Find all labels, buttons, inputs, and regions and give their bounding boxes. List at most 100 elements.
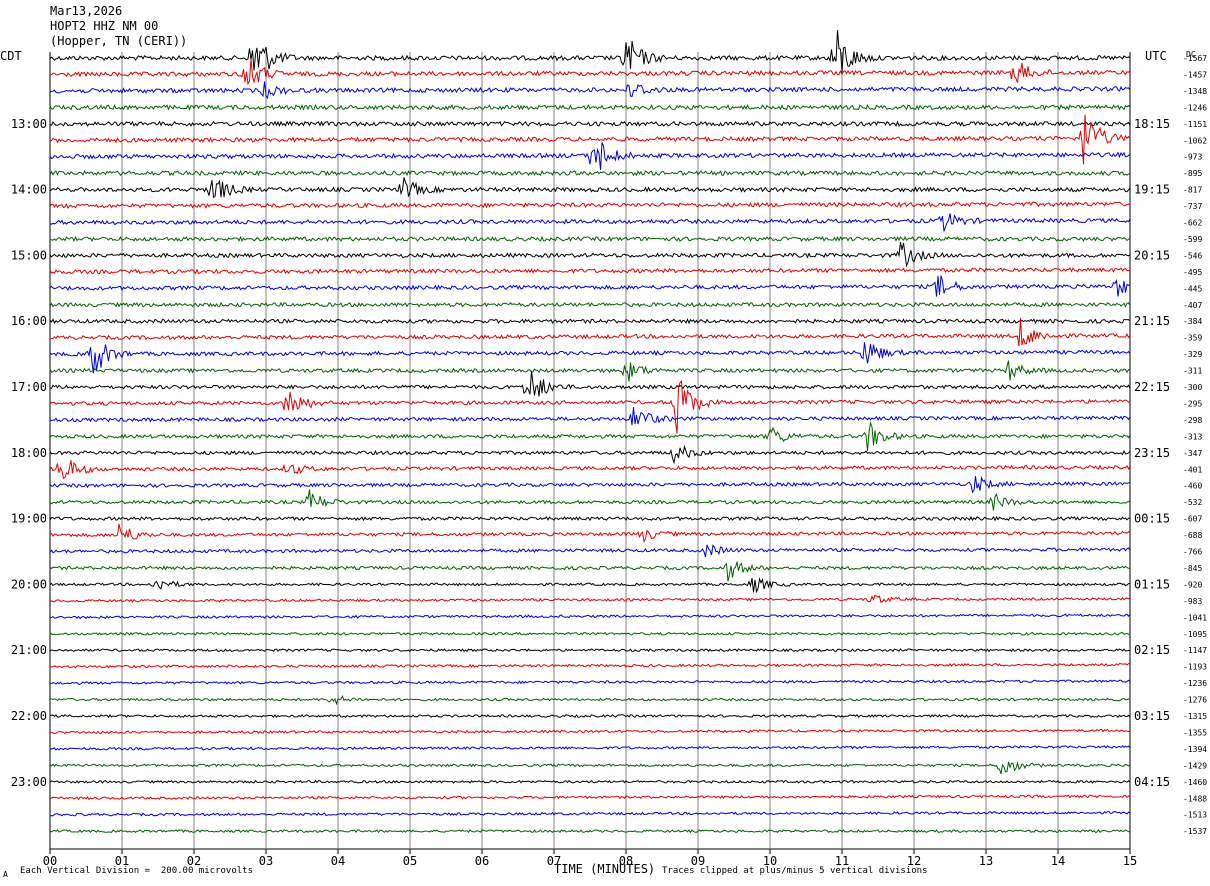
seismic-trace [49, 342, 1131, 374]
seismic-trace [49, 544, 1131, 558]
right-hour-label: 22:15 [1134, 380, 1170, 394]
chart-header: Mar13,2026 HOPT2 HHZ NM 00 (Hopper, TN (CE… [50, 4, 187, 49]
left-hour-label: 15:00 [11, 248, 47, 262]
seismic-trace [49, 177, 1131, 199]
dc-offset-label: -1315 [1183, 712, 1207, 721]
x-axis-title: TIME (MINUTES) [554, 862, 656, 876]
seismic-trace [49, 120, 1131, 128]
dc-offset-label: -1394 [1183, 745, 1207, 754]
seismic-trace [49, 489, 1131, 511]
header-location: (Hopper, TN (CERI)) [50, 34, 188, 48]
seismic-trace [49, 728, 1131, 735]
header-date: Mar13,2026 [50, 4, 123, 18]
dc-offset-label: -495 [1183, 268, 1202, 277]
x-tick-label: 08 [619, 854, 633, 868]
seismic-trace [49, 475, 1131, 494]
seismic-trace [49, 301, 1131, 308]
x-tick-label: 09 [691, 854, 705, 868]
seismic-trace [49, 30, 1131, 73]
right-zone-label: UTC [1145, 49, 1167, 63]
right-hour-label: 03:15 [1134, 709, 1170, 723]
seismic-trace [49, 444, 1131, 465]
seismic-trace [49, 794, 1131, 801]
seismic-trace [49, 370, 1131, 397]
header-station: HOPT2 HHZ NM 00 [50, 19, 159, 33]
seismic-trace [49, 318, 1131, 325]
x-tick-label: 13 [979, 854, 993, 868]
seismic-trace [49, 810, 1131, 817]
seismic-trace [49, 266, 1131, 275]
dc-offset-label: -407 [1183, 301, 1202, 310]
x-tick-label: 14 [1051, 854, 1065, 868]
dc-offset-label: -1488 [1183, 794, 1207, 803]
dc-offset-label: -1460 [1183, 778, 1207, 787]
clip-note: Traces clipped at plus/minus 5 vertical … [662, 866, 928, 876]
left-hour-label: 20:00 [11, 577, 47, 591]
seismic-trace [49, 648, 1131, 653]
left-hour-label: 16:00 [11, 314, 47, 328]
x-tick-label: 06 [475, 854, 489, 868]
seismic-trace [49, 713, 1131, 719]
dc-offset-label: -1062 [1183, 136, 1207, 145]
dc-offset-label: -737 [1183, 202, 1202, 211]
seismic-trace [49, 169, 1131, 177]
dc-offset-label: -817 [1183, 186, 1202, 195]
x-tick-label: 02 [187, 854, 201, 868]
seismic-trace [50, 594, 1131, 604]
seismic-trace [49, 103, 1131, 111]
dc-offset-label: -532 [1183, 498, 1202, 507]
seismic-trace [49, 201, 1131, 209]
x-tick-label: 03 [259, 854, 273, 868]
dc-offset-label: -607 [1183, 515, 1202, 524]
dc-offset-label: -1193 [1183, 663, 1207, 672]
x-tick-label: 11 [835, 854, 849, 868]
dc-offset-label: -845 [1183, 564, 1202, 573]
seismic-trace [49, 379, 1131, 434]
dc-offset-label: -599 [1183, 235, 1202, 244]
dc-offset-label: -298 [1183, 416, 1202, 425]
right-hour-label: 00:15 [1134, 512, 1170, 526]
seismic-trace [49, 515, 1131, 522]
seismic-trace [49, 58, 1131, 86]
dc-offset-label: -1147 [1183, 646, 1207, 655]
right-hour-label: 01:15 [1134, 577, 1170, 591]
seismic-trace [49, 829, 1131, 834]
dc-offset-label: -445 [1183, 284, 1202, 293]
seismic-trace [49, 407, 1131, 426]
dc-offset-label: -313 [1183, 432, 1202, 441]
seismic-trace [49, 420, 1131, 452]
dc-offset-label: -1457 [1183, 70, 1207, 79]
seismic-trace [49, 679, 1131, 685]
dc-offset-label: -1355 [1183, 728, 1207, 737]
seismic-trace [49, 631, 1131, 636]
dc-offset-label: -1429 [1183, 761, 1207, 770]
seismic-trace [49, 460, 1131, 480]
dc-offset-label: -401 [1183, 465, 1202, 474]
dc-offset-label: -359 [1183, 334, 1202, 343]
dc-offset-label: -973 [1183, 153, 1202, 162]
dc-offset-label: -688 [1183, 531, 1202, 540]
x-tick-label: 15 [1123, 854, 1137, 868]
dc-offset-label: -384 [1183, 317, 1202, 326]
seismic-trace [49, 779, 1131, 784]
right-hour-label: 02:15 [1134, 643, 1170, 657]
left-hour-label: 22:00 [11, 709, 47, 723]
seismic-trace [49, 142, 1131, 171]
seismic-trace [49, 523, 1131, 543]
dc-offset-label: -1041 [1183, 613, 1207, 622]
left-hour-label: 18:00 [11, 446, 47, 460]
dc-offset-label: -311 [1183, 367, 1202, 376]
seismic-trace [49, 744, 1131, 751]
seismic-trace [49, 577, 1130, 594]
dc-offset-label: -347 [1183, 449, 1202, 458]
right-hour-label: 19:15 [1134, 183, 1170, 197]
seismic-trace [49, 275, 1131, 297]
dc-offset-label: -1236 [1183, 679, 1207, 688]
left-hour-label: 19:00 [11, 512, 47, 526]
dc-offset-label: -295 [1183, 399, 1202, 408]
dc-offset-label: -1276 [1183, 696, 1207, 705]
x-tick-label: 01 [115, 854, 129, 868]
dc-offset-label: -546 [1183, 251, 1202, 260]
dc-label: DC [1186, 50, 1196, 59]
